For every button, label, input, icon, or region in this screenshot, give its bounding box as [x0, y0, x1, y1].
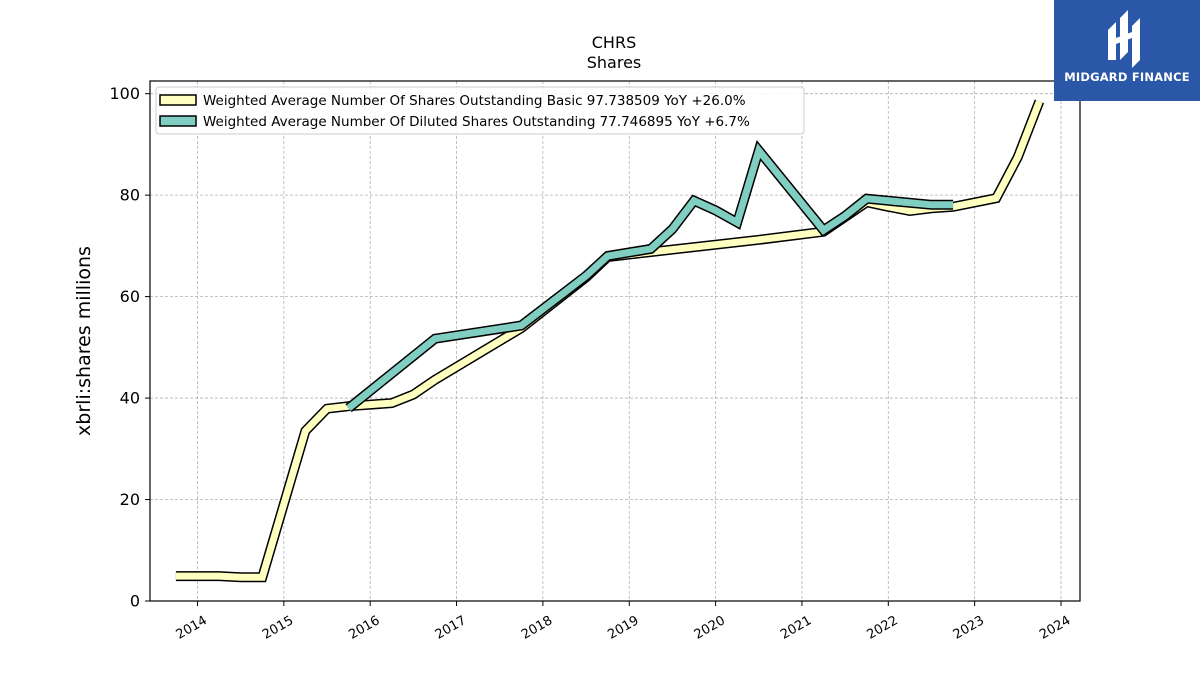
- x-tick-label: 2017: [433, 613, 469, 643]
- legend-swatch: [159, 115, 197, 127]
- y-tick-label: 60: [120, 287, 140, 306]
- x-tick-label: 2016: [346, 613, 382, 643]
- series-lines: [175, 99, 1045, 583]
- legend-box: [155, 86, 805, 135]
- x-tick-label: 2020: [692, 613, 728, 643]
- legend: Weighted Average Number Of Shares Outsta…: [155, 86, 805, 135]
- y-tick-label: 20: [120, 490, 140, 509]
- y-axis-label: xbrli:shares millions: [73, 246, 95, 436]
- x-tick-label: 2015: [260, 613, 296, 643]
- logo-mark-icon: [1108, 10, 1140, 68]
- legend-label: Weighted Average Number Of Diluted Share…: [203, 114, 750, 130]
- midgard-finance-logo: MIDGARD FINANCE: [1054, 0, 1200, 101]
- x-tick-label: 2023: [951, 613, 987, 643]
- x-tick-label: 2019: [605, 613, 641, 643]
- y-tick-label: 0: [130, 592, 140, 611]
- logo-text: MIDGARD FINANCE: [1064, 70, 1190, 84]
- chart-title: CHRS: [592, 33, 636, 52]
- y-tick-label: 40: [120, 389, 140, 408]
- chart-subtitle: Shares: [587, 53, 642, 72]
- series-2-line: [346, 143, 954, 411]
- axis-ticks: 0 20 40 60 80 100 2014 2015 2016 2017 2018 2019 2020…: [109, 84, 1073, 643]
- grid-lines: [150, 81, 1080, 602]
- x-tick-label: 2022: [864, 613, 900, 643]
- x-tick-label: 2018: [519, 613, 555, 643]
- series-1-outline: [175, 99, 1045, 583]
- series-2-outline: [345, 140, 954, 413]
- y-tick-label: 80: [120, 186, 140, 205]
- x-tick-label: 2024: [1037, 613, 1073, 643]
- legend-swatch: [159, 94, 197, 106]
- legend-label: Weighted Average Number Of Shares Outsta…: [203, 93, 746, 109]
- series-1-line: [175, 100, 1043, 581]
- x-tick-label: 2021: [778, 613, 814, 643]
- y-tick-label: 100: [109, 84, 140, 103]
- x-tick-label: 2014: [174, 613, 210, 643]
- plot-frame: [149, 80, 1081, 602]
